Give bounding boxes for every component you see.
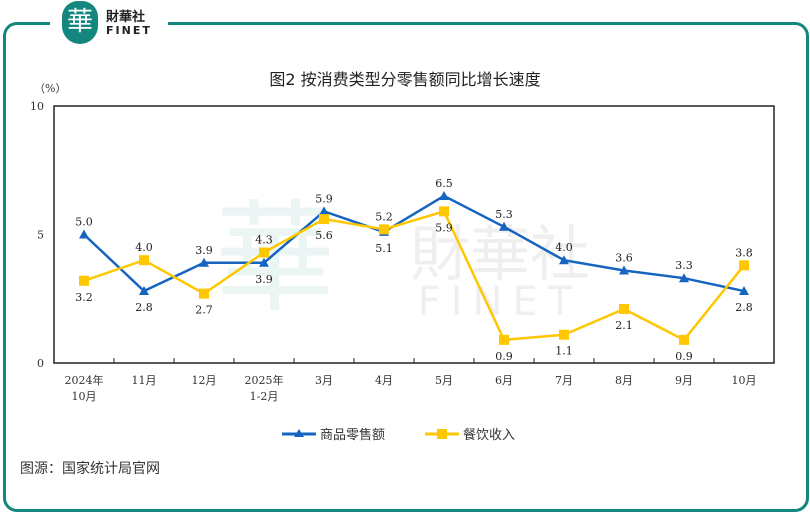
x-tick-label: 10月 <box>72 390 97 403</box>
data-label: 0.9 <box>495 350 513 363</box>
data-label: 4.3 <box>255 233 273 246</box>
x-tick-label: 5月 <box>435 374 453 387</box>
y-tick-label: 5 <box>37 229 44 242</box>
data-label: 2.7 <box>195 304 213 317</box>
data-label: 3.3 <box>675 259 693 272</box>
data-point-square <box>439 206 449 217</box>
y-tick-label: 0 <box>37 357 44 370</box>
watermark-cn: 財華社 <box>410 220 590 290</box>
data-label: 3.8 <box>735 246 753 259</box>
data-point-triangle <box>679 273 689 283</box>
data-label: 5.3 <box>495 208 513 221</box>
data-point-square <box>379 224 389 235</box>
data-label: 5.9 <box>435 221 453 234</box>
legend-item-catering: 餐饮收入 <box>425 424 515 443</box>
watermark-logo: 華 <box>215 190 335 329</box>
x-tick-label: 3月 <box>315 374 333 387</box>
triangle-line-icon <box>282 428 316 437</box>
x-tick-label: 2025年 <box>245 373 284 387</box>
data-point-triangle <box>499 221 509 231</box>
x-tick-label: 12月 <box>192 374 217 387</box>
legend: 商品零售额 餐饮收入 <box>282 424 515 443</box>
source-note: 图源：国家统计局官网 <box>20 461 160 477</box>
data-label: 5.2 <box>375 210 393 223</box>
data-label: 5.6 <box>315 229 333 242</box>
finet-logo: 華 <box>62 1 98 44</box>
data-point-square <box>319 214 329 225</box>
data-label: 3.6 <box>615 251 633 264</box>
legend-item-retail: 商品零售额 <box>282 424 385 443</box>
data-point-square <box>619 304 629 315</box>
data-label: 1.1 <box>555 345 573 358</box>
data-label: 0.9 <box>675 350 693 363</box>
data-point-square <box>199 288 209 299</box>
data-point-triangle <box>139 286 149 296</box>
data-point-square <box>499 334 509 345</box>
data-label: 3.2 <box>75 291 93 304</box>
card-frame <box>3 22 809 512</box>
data-point-triangle <box>199 257 209 267</box>
data-label: 5.1 <box>375 242 393 255</box>
square-line-icon <box>425 428 460 439</box>
x-tick-label: 9月 <box>675 374 693 387</box>
data-point-triangle <box>79 229 89 239</box>
brand-cn: 財華社 <box>106 10 146 25</box>
x-tick-label: 11月 <box>132 374 157 387</box>
series-line-0 <box>83 194 745 293</box>
x-tick-label: 1-2月 <box>250 390 279 403</box>
data-point-triangle <box>739 286 749 296</box>
data-label: 2.8 <box>735 301 753 314</box>
data-point-square <box>739 260 749 271</box>
data-point-triangle <box>559 255 569 265</box>
data-point-square <box>559 329 569 340</box>
y-tick-label: 10 <box>30 100 44 113</box>
data-label: 3.9 <box>255 273 273 286</box>
legend-label: 餐饮收入 <box>463 428 516 443</box>
watermark-en: FINET <box>418 279 582 325</box>
data-label: 5.9 <box>315 192 333 205</box>
brand-en: FINET <box>106 24 152 37</box>
data-point-square <box>679 334 689 345</box>
brand: 財華社 FINET <box>106 11 152 37</box>
y-axis-unit: （%） <box>34 82 66 95</box>
data-label: 2.8 <box>135 301 153 314</box>
data-point-triangle <box>439 190 449 200</box>
series-line-1 <box>83 209 745 342</box>
data-point-triangle <box>319 206 329 216</box>
data-point-triangle <box>619 265 629 275</box>
data-point-triangle <box>259 257 269 267</box>
data-label: 2.1 <box>615 319 633 332</box>
data-point-square <box>259 247 269 258</box>
x-tick-label: 10月 <box>732 374 757 387</box>
data-label: 4.0 <box>135 241 153 254</box>
data-label: 3.9 <box>195 244 213 257</box>
x-tick-label: 2024年 <box>65 373 104 387</box>
x-tick-label: 4月 <box>375 374 393 387</box>
data-label: 5.0 <box>75 216 93 229</box>
data-point-square <box>79 275 89 286</box>
data-label: 6.5 <box>435 177 453 190</box>
data-point-square <box>139 255 149 266</box>
x-tick-label: 7月 <box>555 374 573 387</box>
x-tick-label: 8月 <box>615 374 633 387</box>
x-tick-label: 6月 <box>495 374 513 387</box>
legend-label: 商品零售额 <box>320 428 386 443</box>
chart-title: 图2 按消费类型分零售额同比增长速度 <box>269 70 541 89</box>
data-label: 4.0 <box>555 241 573 254</box>
